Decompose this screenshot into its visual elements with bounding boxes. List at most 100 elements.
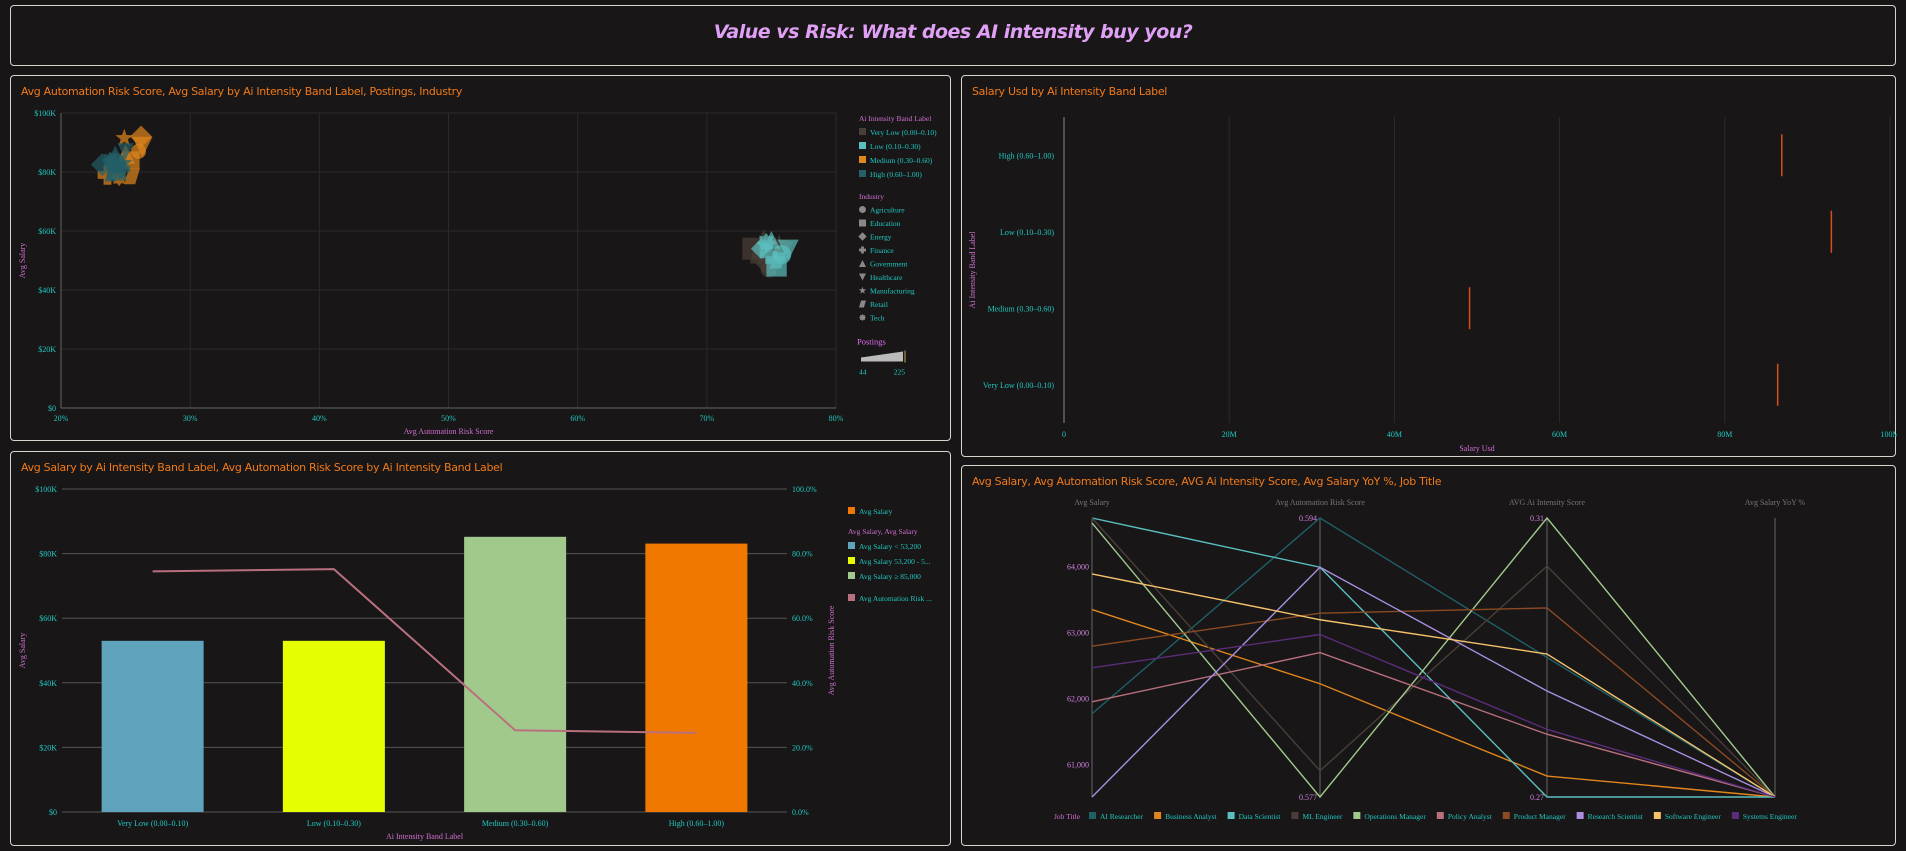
legend-swatch — [1502, 812, 1510, 819]
x-tick-label: Medium (0.30–0.60) — [482, 819, 549, 828]
y-axis-title: Avg Salary — [18, 243, 27, 279]
parallelogram-icon — [859, 300, 866, 308]
legend-size-min: 44 — [859, 368, 867, 377]
size-ramp — [861, 351, 903, 362]
legend-swatch — [1154, 812, 1162, 819]
x-tick-label: High (0.60–1.00) — [669, 819, 725, 828]
legend-item: Energy — [870, 233, 892, 242]
bar[interactable] — [464, 536, 567, 812]
legend-item: Avg Salary ≥ 85,000 — [859, 572, 921, 581]
legend-item: Medium (0.30–0.60) — [870, 156, 933, 165]
legend-swatch — [848, 572, 855, 579]
series-line[interactable] — [1091, 517, 1776, 798]
legend-swatch — [859, 142, 866, 149]
y2-tick-label: 0.0% — [792, 808, 809, 817]
parallel-tick-label: 64,000 — [1067, 563, 1089, 572]
x-axis-title: Salary Usd — [1459, 444, 1494, 453]
salary-usd-chart[interactable]: 0 20M 40M 60M 80M 100M High (0.60–1.00) Low (0.… — [962, 76, 1897, 458]
triangle-up-icon — [859, 260, 866, 267]
legend-swatch — [1291, 812, 1299, 819]
series-line[interactable] — [1091, 651, 1776, 798]
scatter-chart[interactable]: 20% 30% 40% 50% 60% 70% 80% $0 $20K $40K $60K $80K $… — [11, 76, 952, 442]
y-tick-label: $100K — [34, 109, 56, 118]
combo-chart[interactable]: $0 0.0% $20K 20.0% $40K 40.0% $60K 60.0% $80K 80.… — [11, 452, 952, 847]
scatter-point[interactable] — [124, 168, 140, 185]
series-line[interactable] — [1091, 566, 1776, 798]
series-line[interactable] — [1091, 608, 1776, 798]
legend-item: Research Scientist — [1588, 812, 1644, 821]
scatter-point[interactable] — [113, 160, 131, 178]
legend-title: Job Title — [1054, 812, 1081, 821]
legend-swatch — [1731, 812, 1739, 819]
parallel-tick-label: 61,000 — [1067, 760, 1089, 769]
scatter-point[interactable] — [115, 128, 134, 146]
bar[interactable] — [101, 640, 204, 812]
scatter-point[interactable] — [101, 151, 119, 169]
legend-swatch — [1436, 812, 1444, 819]
legend-swatch — [859, 156, 866, 163]
x-tick-label: Low (0.10–0.30) — [307, 819, 361, 828]
risk-line[interactable] — [152, 568, 697, 734]
legend-item: Software Engineer — [1665, 812, 1722, 821]
bar[interactable] — [282, 640, 385, 812]
legend-swatch — [1653, 812, 1661, 819]
legend-item: Policy Analyst — [1448, 812, 1493, 821]
legend-swatch — [848, 594, 855, 601]
y2-tick-label: 40.0% — [792, 679, 813, 688]
scatter-point[interactable] — [769, 252, 787, 269]
legend-title: Avg Salary, Avg Salary — [848, 527, 918, 536]
scatter-title: Avg Automation Risk Score, Avg Salary by… — [21, 85, 463, 98]
parallel-panel: Avg Salary, Avg Automation Risk Score, A… — [961, 465, 1896, 846]
bar[interactable] — [645, 543, 748, 812]
scatter-point[interactable] — [104, 165, 121, 182]
x-tick-label: Very Low (0.00–0.10) — [117, 819, 188, 828]
x-tick-label: 70% — [699, 414, 714, 423]
series-line[interactable] — [1091, 573, 1776, 798]
parallel-tick-label: 62,000 — [1067, 694, 1089, 703]
series-line[interactable] — [1091, 633, 1776, 798]
series-line[interactable] — [1091, 607, 1776, 798]
scatter-point[interactable] — [759, 245, 779, 264]
y-tick-label: Low (0.10–0.30) — [1000, 228, 1054, 237]
scatter-point[interactable] — [757, 237, 773, 253]
y-tick-label: $0 — [48, 404, 56, 413]
legend-title: Ai Intensity Band Label — [859, 114, 931, 123]
legend-swatch — [859, 128, 866, 135]
y-tick-label: High (0.60–1.00) — [999, 151, 1055, 160]
parallel-chart[interactable]: Avg Salary Avg Automation Risk Score AVG A… — [962, 466, 1897, 847]
y-axis-title: Avg Salary — [18, 633, 27, 669]
asterisk-icon — [859, 314, 866, 321]
y2-tick-label: 100.0% — [792, 485, 817, 494]
series-line[interactable] — [1091, 516, 1776, 799]
legend-size-max: 225 — [894, 368, 906, 377]
legend-item: Manufacturing — [870, 287, 915, 296]
x-tick-label: 20% — [54, 414, 69, 423]
x-tick-label: 60M — [1552, 430, 1567, 439]
legend-item: Avg Automation Risk ... — [859, 594, 932, 603]
combo-panel: Avg Salary by Ai Intensity Band Label, A… — [10, 451, 951, 846]
scatter-point[interactable] — [113, 153, 133, 172]
x-tick-label: 30% — [183, 414, 198, 423]
legend-item: Healthcare — [870, 273, 903, 282]
legend-swatch — [848, 507, 855, 514]
y2-tick-label: 60.0% — [792, 614, 813, 623]
x-axis-title: Ai Intensity Band Label — [386, 832, 464, 841]
y-tick-label: $20K — [39, 743, 57, 752]
series-line[interactable] — [1091, 517, 1776, 798]
x-tick-label: 40M — [1387, 430, 1402, 439]
x-tick-label: 80M — [1717, 430, 1732, 439]
combo-title: Avg Salary by Ai Intensity Band Label, A… — [21, 461, 503, 474]
legend-item: Systems Engineer — [1743, 812, 1797, 821]
dashboard-header: Value vs Risk: What does AI intensity bu… — [10, 5, 1896, 66]
scatter-point[interactable] — [117, 143, 134, 160]
y-tick-label: $0 — [49, 808, 57, 817]
scatter-point[interactable] — [130, 143, 147, 159]
x-tick-label: 100M — [1880, 430, 1897, 439]
legend-swatch — [1576, 812, 1584, 819]
y-tick-label: Medium (0.30–0.60) — [988, 304, 1055, 313]
y-tick-label: $60K — [39, 614, 57, 623]
parallel-tick-label: 0.31 — [1530, 514, 1544, 523]
triangle-down-icon — [859, 273, 866, 281]
legend-item: Product Manager — [1514, 812, 1566, 821]
scatter-point[interactable] — [750, 238, 772, 259]
